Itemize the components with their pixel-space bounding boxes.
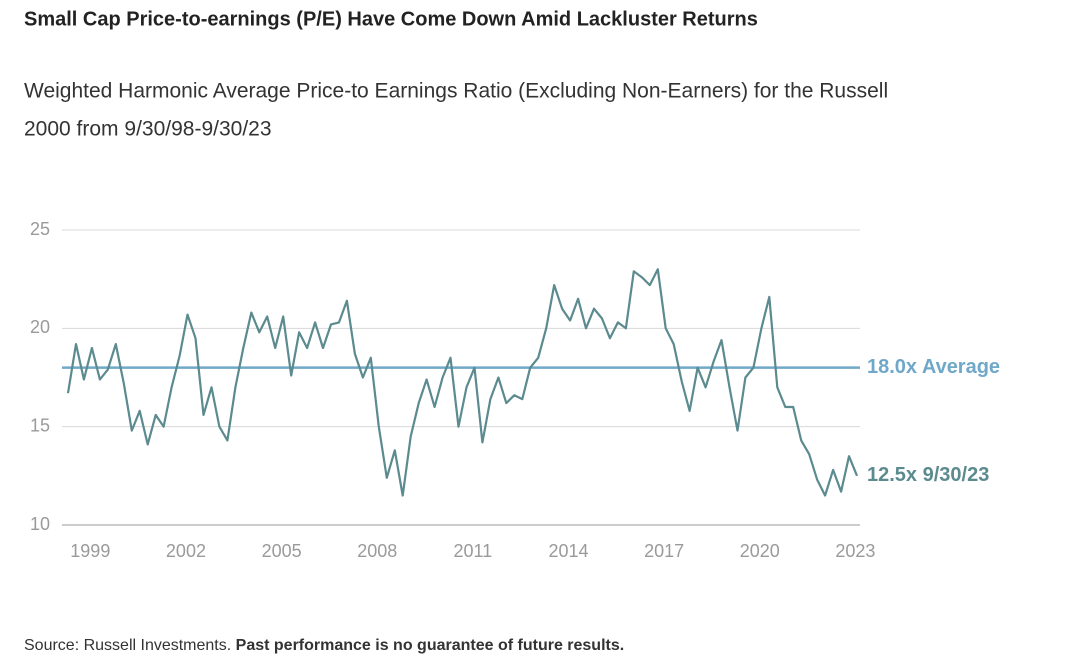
source: Source: Russell Investments. Past perfor… xyxy=(24,637,624,654)
x-tick-label: 2011 xyxy=(454,541,493,561)
x-tick-label: 2005 xyxy=(262,541,302,561)
x-tick-label: 2008 xyxy=(357,541,397,561)
line-series xyxy=(66,268,859,497)
chart-title: Small Cap Price-to-earnings (P/E) Have C… xyxy=(24,8,758,30)
y-tick-label: 15 xyxy=(30,415,50,435)
average-label: 18.0x Average xyxy=(867,356,1000,378)
x-tick-label: 2014 xyxy=(548,541,588,561)
subtitle: Weighted Harmonic Average Price-to Earni… xyxy=(24,80,888,103)
x-tick-label: 2017 xyxy=(644,541,684,561)
y-tick-label: 25 xyxy=(30,219,50,239)
y-tick-label: 20 xyxy=(30,317,50,337)
x-tick-label: 1999 xyxy=(70,541,110,561)
source-text: Source: Russell Investments. xyxy=(24,637,231,654)
x-tick-label: 2023 xyxy=(835,541,875,561)
y-tick-label: 10 xyxy=(30,514,50,534)
x-tick-label: 2020 xyxy=(740,541,780,561)
end-label: 12.5x 9/30/23 xyxy=(867,464,989,486)
disclaimer: Past performance is no guarantee of futu… xyxy=(236,637,625,654)
x-tick-label: 2002 xyxy=(166,541,206,561)
subtitle: 2000 from 9/30/98-9/30/23 xyxy=(24,118,272,141)
